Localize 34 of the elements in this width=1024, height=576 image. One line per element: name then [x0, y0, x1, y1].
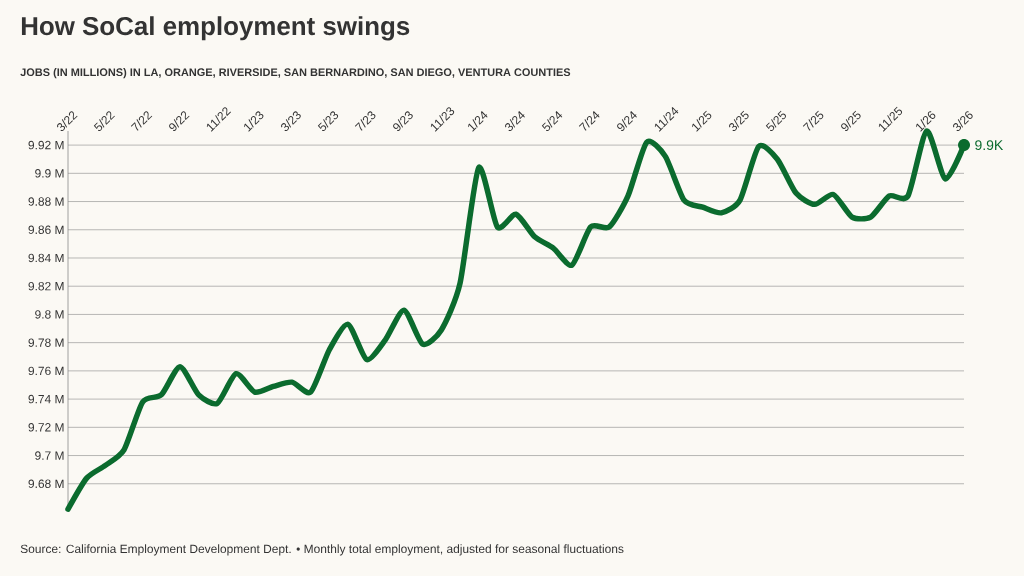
x-tick-label: 7/22: [130, 111, 153, 131]
x-tick-label: 5/25: [765, 110, 786, 132]
y-tick-label: 9.76 M: [28, 366, 64, 376]
chart-subtitle: JOBS (IN MILLIONS) IN LA, ORANGE, RIVERSIDE, SAN BERNARDINO, SAN DIEGO, VENTURA COUNTIES: [20, 68, 571, 79]
annotation: 9.9K: [975, 140, 1004, 151]
y-tick-label: 9.72 M: [28, 423, 64, 432]
y-tick-label: 9.78 M: [28, 338, 64, 347]
x-tick-label: 3/26: [953, 111, 973, 132]
x-tick-label: 9/22: [169, 111, 190, 131]
y-tick-label: 9.8 M: [35, 310, 64, 319]
y-tick-label: 9.68 M: [28, 479, 64, 488]
x-tick-label: 3/23: [281, 111, 301, 132]
y-tick-label: 9.86 M: [28, 225, 64, 234]
y-tick-label: 9.92 M: [28, 140, 64, 150]
y-tick-label: 9.74 M: [28, 394, 64, 404]
source-note: Source: California Employment Development Dept. • Monthly total employment, adjusted for seasonal fluctuations: [20, 544, 624, 556]
x-tick-label: 7/23: [354, 111, 376, 131]
x-tick-label: 3/25: [729, 110, 749, 132]
x-tick-label: 5/22: [93, 111, 115, 132]
y-tick-label: 9.7 M: [35, 451, 64, 460]
x-tick-label: 5/24: [541, 111, 563, 132]
y-tick-label: 9.88 M: [28, 197, 64, 206]
x-tick-label: 9/24: [617, 111, 637, 131]
y-tick-label: 9.9 M: [35, 169, 64, 178]
chart-title: How SoCal employment swings: [21, 16, 410, 41]
y-tick-label: 9.84 M: [28, 253, 64, 263]
x-tick-label: 9/25: [841, 110, 861, 131]
x-tick-label: 3/22: [57, 111, 78, 132]
x-tick-label: 3/24: [505, 111, 525, 132]
y-tick-label: 9.82 M: [28, 281, 64, 291]
x-tick-label: 5/23: [317, 111, 339, 132]
x-tick-label: 7/25: [802, 110, 824, 131]
x-tick-label: 9/23: [393, 111, 413, 131]
x-tick-label: 7/24: [578, 111, 600, 131]
